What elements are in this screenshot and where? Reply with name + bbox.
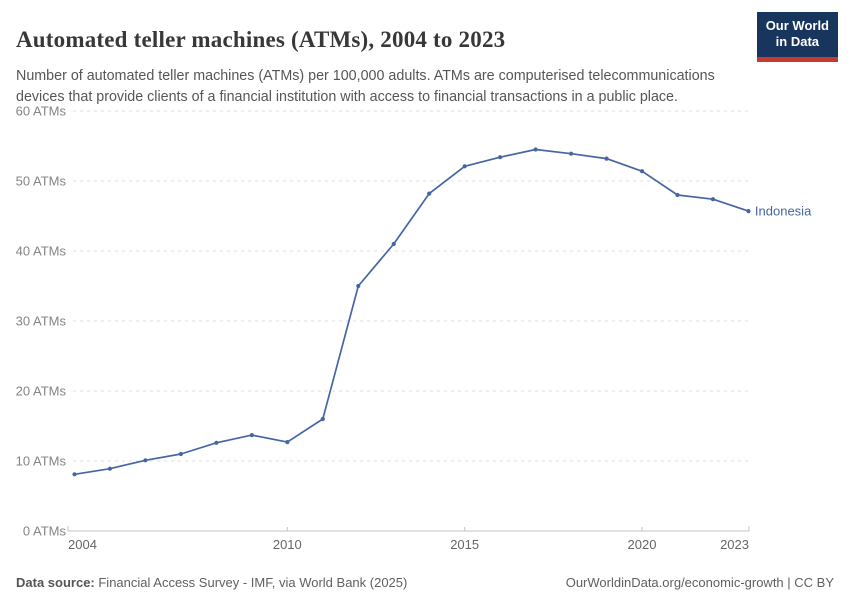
data-point-indonesia-2018[interactable] bbox=[568, 151, 574, 156]
chart-footer: Data source: Financial Access Survey - I… bbox=[16, 575, 834, 590]
x-axis-label-2015: 2015 bbox=[450, 537, 479, 552]
data-point-indonesia-2022[interactable] bbox=[710, 197, 716, 202]
owid-logo[interactable]: Our World in Data bbox=[756, 12, 838, 62]
data-point-indonesia-2017[interactable] bbox=[533, 147, 538, 152]
y-axis-label-30: 30 ATMs bbox=[16, 314, 67, 329]
data-source-text: Financial Access Survey - IMF, via World… bbox=[94, 575, 408, 590]
x-axis-label-2004: 2004 bbox=[68, 537, 97, 552]
data-point-indonesia-2009[interactable] bbox=[249, 433, 254, 438]
y-axis-label-50: 50 ATMs bbox=[16, 174, 67, 189]
y-axis-label-40: 40 ATMs bbox=[16, 244, 67, 259]
y-axis-label-0: 0 ATMs bbox=[23, 524, 67, 539]
data-point-indonesia-2013[interactable] bbox=[391, 241, 396, 247]
data-point-indonesia-2005[interactable] bbox=[107, 466, 113, 471]
data-point-indonesia-2007[interactable] bbox=[178, 451, 184, 457]
data-point-indonesia-2010[interactable] bbox=[285, 440, 290, 445]
data-point-indonesia-2023[interactable] bbox=[746, 209, 751, 214]
y-axis-label-60: 60 ATMs bbox=[16, 104, 67, 119]
chart-subtitle: Number of automated teller machines (ATM… bbox=[16, 68, 715, 105]
series-label-indonesia[interactable]: Indonesia bbox=[755, 204, 812, 219]
owid-url-link[interactable]: OurWorldinData.org/economic-growth | CC … bbox=[565, 575, 834, 590]
data-point-indonesia-2020[interactable] bbox=[639, 169, 645, 174]
data-point-indonesia-2014[interactable] bbox=[427, 191, 432, 196]
data-source-note: Data source: Financial Access Survey - I… bbox=[16, 575, 407, 590]
data-point-indonesia-2015[interactable] bbox=[462, 164, 467, 169]
data-point-indonesia-2011[interactable] bbox=[320, 416, 325, 422]
owid-logo-line1: Our World bbox=[765, 18, 829, 33]
x-axis-label-2023: 2023 bbox=[720, 537, 749, 552]
series-line-indonesia[interactable] bbox=[73, 148, 750, 476]
data-point-indonesia-2012[interactable] bbox=[356, 283, 361, 289]
y-axis-label-20: 20 ATMs bbox=[16, 384, 67, 399]
owid-logo-line2: in Data bbox=[775, 34, 820, 50]
data-point-indonesia-2006[interactable] bbox=[143, 458, 148, 463]
y-axis-label-10: 10 ATMs bbox=[16, 454, 67, 469]
data-point-indonesia-2004[interactable] bbox=[72, 472, 77, 477]
x-axis-label-2010: 2010 bbox=[273, 537, 302, 552]
data-source-label: Data source: bbox=[16, 575, 95, 590]
data-point-indonesia-2019[interactable] bbox=[604, 156, 609, 161]
x-axis-label-2020: 2020 bbox=[628, 537, 657, 552]
data-point-indonesia-2021[interactable] bbox=[675, 192, 680, 198]
data-point-indonesia-2008[interactable] bbox=[214, 440, 219, 445]
chart-title: Automated teller machines (ATMs), 2004 t… bbox=[16, 27, 506, 53]
data-point-indonesia-2016[interactable] bbox=[498, 155, 503, 160]
